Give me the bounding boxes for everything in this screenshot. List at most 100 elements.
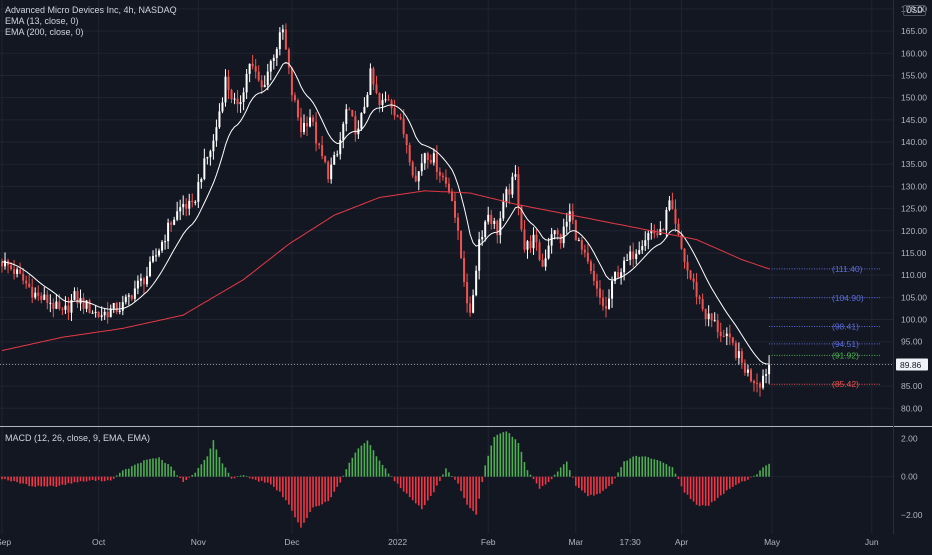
- macd-bar: [103, 476, 106, 482]
- macd-bar: [414, 476, 417, 504]
- candle-body: [127, 295, 130, 297]
- candle-body: [43, 294, 46, 300]
- macd-bar: [726, 476, 728, 491]
- candle-body: [481, 236, 484, 240]
- macd-bar: [632, 456, 634, 477]
- candle-body: [387, 99, 390, 101]
- macd-bar: [351, 457, 354, 477]
- time-tick-label: 2022: [388, 537, 407, 547]
- candle-body: [399, 117, 402, 119]
- candle-body: [299, 117, 302, 132]
- macd-bar: [493, 436, 496, 477]
- macd-bar: [704, 476, 707, 506]
- time-tick-label: Sep: [0, 537, 11, 547]
- candle-body: [31, 287, 34, 298]
- macd-bar: [671, 467, 674, 477]
- candle-body: [438, 171, 441, 176]
- macd-bar: [260, 476, 263, 481]
- macd-bar: [375, 456, 378, 477]
- macd-bar: [194, 472, 197, 477]
- macd-bar: [587, 476, 589, 497]
- macd-bar: [614, 476, 616, 479]
- candle-body: [411, 162, 414, 176]
- candle-body: [460, 230, 463, 258]
- macd-bar: [122, 470, 124, 477]
- macd-bar: [128, 468, 130, 477]
- macd-bar: [360, 445, 363, 477]
- candle-body: [121, 302, 124, 311]
- candle-body: [671, 200, 674, 210]
- macd-bar: [396, 476, 399, 484]
- candle-body: [97, 311, 100, 317]
- currency-label[interactable]: USD: [903, 5, 926, 16]
- candle-body: [722, 336, 725, 338]
- fib-level-label: (91.92): [832, 350, 859, 360]
- macd-bar: [34, 476, 37, 487]
- macd-bar: [4, 476, 6, 480]
- price-tick-label: 140.00: [901, 137, 927, 147]
- candle-body: [369, 68, 372, 95]
- time-tick-label: May: [764, 537, 781, 547]
- candle-body: [306, 122, 309, 127]
- candle-body: [233, 98, 236, 100]
- macd-bar: [541, 476, 544, 486]
- macd-bar: [227, 472, 230, 477]
- candle-body: [638, 250, 641, 254]
- symbol-title[interactable]: Advanced Micro Devices Inc, 4h, NASDAQ: [5, 5, 177, 15]
- macd-bar: [167, 464, 169, 477]
- macd-bar: [750, 476, 752, 478]
- macd-bar: [463, 476, 465, 499]
- candle-body: [315, 121, 318, 144]
- candle-body: [765, 374, 768, 376]
- macd-bar: [650, 458, 653, 477]
- candle-body: [239, 102, 242, 105]
- macd-bar: [390, 476, 393, 477]
- macd-bar: [94, 476, 97, 481]
- price-tick-label: 100.00: [901, 315, 927, 325]
- candle-body: [176, 211, 179, 220]
- macd-bar: [505, 431, 508, 477]
- ema200-legend[interactable]: EMA (200, close, 0): [5, 27, 84, 37]
- candle-body: [390, 100, 393, 108]
- candle-body: [170, 222, 173, 225]
- macd-bar: [273, 476, 275, 487]
- macd-bar: [719, 476, 722, 496]
- candle-body: [269, 60, 272, 72]
- candle-body: [260, 80, 263, 88]
- macd-bar: [496, 434, 499, 477]
- macd-bar: [445, 468, 447, 477]
- candle-body: [40, 295, 43, 300]
- candle-body: [408, 145, 411, 163]
- macd-bar: [134, 464, 136, 477]
- macd-bar: [118, 472, 121, 477]
- candle-body: [266, 71, 269, 86]
- candle-body: [550, 234, 553, 246]
- macd-bar: [40, 476, 43, 487]
- candle-body: [118, 310, 121, 312]
- macd-bar: [571, 476, 574, 478]
- macd-bar: [451, 475, 453, 477]
- candle-body: [16, 269, 19, 274]
- candle-body: [124, 296, 127, 303]
- macd-bar: [203, 459, 206, 477]
- macd-bar: [85, 476, 88, 482]
- macd-tick-label: −2.00: [901, 510, 923, 520]
- candle-body: [423, 153, 426, 164]
- macd-bar: [176, 475, 178, 477]
- candle-body: [188, 200, 191, 209]
- candle-body: [553, 230, 556, 235]
- macd-bar: [701, 476, 704, 506]
- ema13-legend[interactable]: EMA (13, close, 0): [5, 16, 79, 26]
- macd-legend[interactable]: MACD (12, 26, close, 9, EMA, EMA): [5, 433, 151, 443]
- macd-bar: [46, 476, 49, 487]
- fib-level-label: (111.40): [832, 264, 863, 274]
- macd-bar: [460, 476, 462, 492]
- candle-body: [535, 234, 538, 243]
- candle-body: [514, 174, 517, 177]
- candle-body: [752, 381, 755, 384]
- macd-bar: [538, 476, 541, 489]
- candle-body: [490, 214, 493, 224]
- candle-body: [115, 302, 118, 312]
